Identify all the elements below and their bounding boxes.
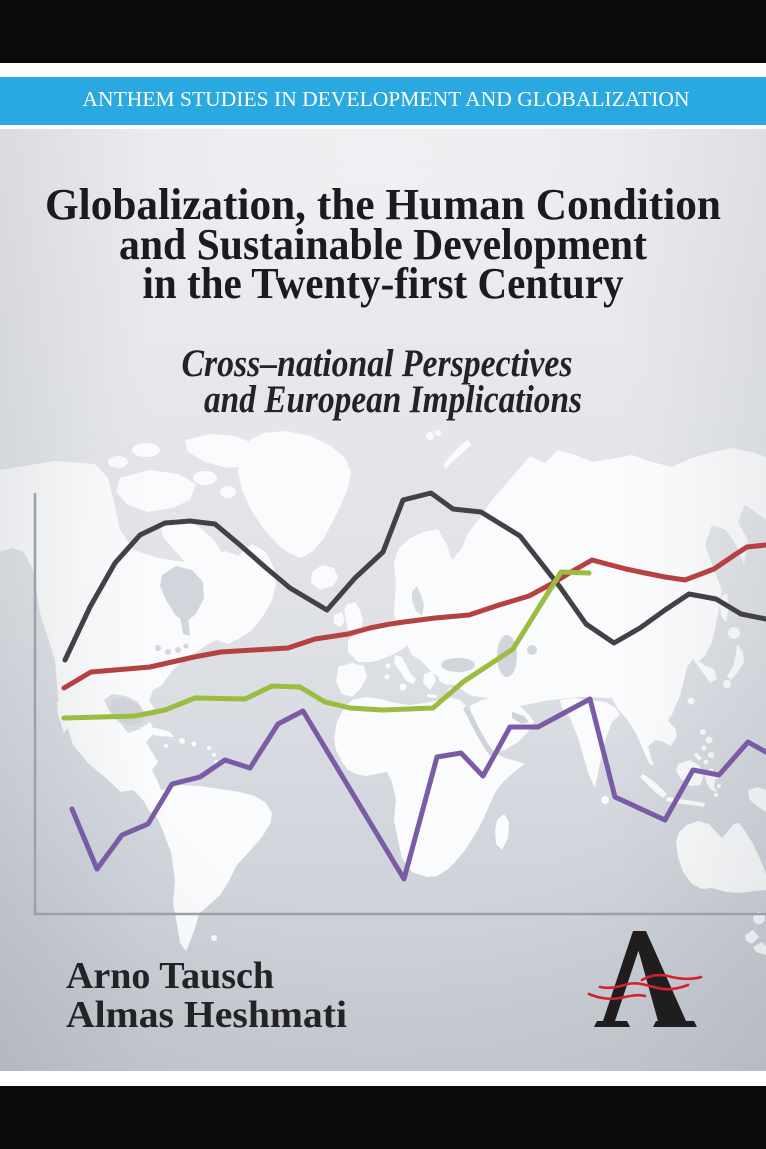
svg-text:and Sustainable Development: and Sustainable Development: [119, 220, 647, 269]
svg-text:Globalization, the Human Condi: Globalization, the Human Condition: [45, 180, 721, 229]
svg-text:Arno Tausch: Arno Tausch: [66, 955, 274, 997]
svg-text:Almas Heshmati: Almas Heshmati: [66, 994, 347, 1036]
svg-text:Cross–national Perspectives: Cross–national Perspectives: [182, 342, 573, 385]
svg-text:in the Twenty-first Century: in the Twenty-first Century: [143, 259, 624, 308]
svg-text:ANTHEM STUDIES IN DEVELOPMENT: ANTHEM STUDIES IN DEVELOPMENT AND GLOBAL…: [83, 87, 690, 111]
svg-text:and European Implications: and European Implications: [204, 378, 582, 421]
